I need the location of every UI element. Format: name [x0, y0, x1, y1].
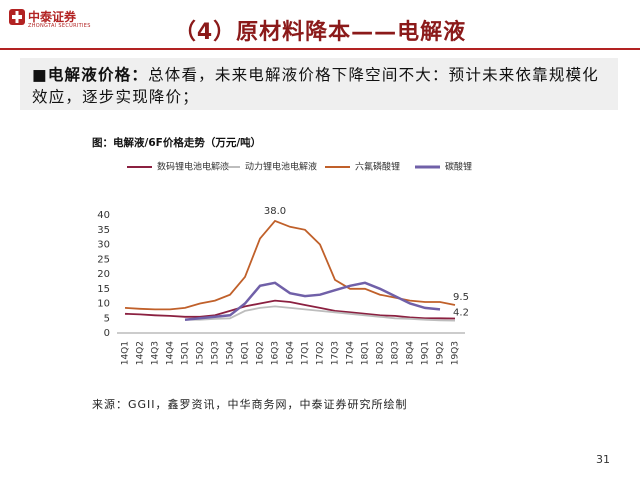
- series-line: [124, 219, 456, 311]
- page-number: 31: [596, 453, 610, 466]
- data-label: 38.0: [264, 206, 286, 217]
- y-tick-label: 35: [97, 225, 110, 236]
- x-tick-label: 17Q3: [331, 341, 341, 365]
- x-tick-label: 14Q2: [136, 341, 146, 365]
- x-tick-label: 18Q4: [406, 341, 416, 366]
- legend-label: 数码锂电池电解液: [157, 161, 229, 173]
- x-tick-label: 19Q2: [436, 341, 446, 365]
- x-tick-label: 18Q2: [376, 341, 386, 365]
- x-tick-label: 17Q1: [301, 341, 311, 365]
- chart-title: 图：电解液/6F价格走势（万元/吨）: [92, 136, 261, 149]
- x-tick-label: 17Q2: [316, 341, 326, 365]
- x-tick-label: 19Q3: [451, 341, 461, 365]
- summary-text: 总体看，未来电解液价格下降空间不大：预计未来依靠规模化效应，逐步实现降价；: [32, 66, 599, 106]
- x-tick-label: 16Q2: [256, 341, 266, 365]
- legend-label: 碳酸锂: [445, 161, 472, 173]
- x-tick-label: 18Q3: [391, 341, 401, 365]
- y-tick-label: 40: [97, 210, 110, 221]
- x-tick-label: 15Q2: [196, 341, 206, 365]
- series-line: [124, 299, 456, 320]
- legend-label: 动力锂电池电解液: [245, 161, 317, 173]
- slide-title: （4）原材料降本——电解液: [173, 20, 467, 45]
- x-tick-label: 16Q4: [286, 341, 296, 366]
- y-tick-label: 0: [104, 328, 110, 339]
- y-tick-label: 25: [97, 254, 110, 265]
- logo-text: 中泰证券: [28, 10, 77, 24]
- y-tick-label: 20: [97, 269, 110, 280]
- logo-subtext: ZHONGTAI SECURITIES: [28, 23, 91, 29]
- y-tick-label: 5: [104, 313, 110, 324]
- data-label: 9.5: [453, 292, 469, 303]
- x-tick-label: 19Q1: [421, 341, 431, 365]
- chart: 图：电解液/6F价格走势（万元/吨） 0 5 10 15 20 25 30 35 40 14Q1 1…: [92, 136, 472, 366]
- y-tick-label: 15: [97, 284, 110, 295]
- y-tick-label: 10: [97, 299, 110, 310]
- x-tick-label: 14Q4: [166, 341, 176, 366]
- header-rule: [0, 48, 640, 50]
- x-tick-label: 15Q1: [181, 341, 191, 365]
- data-label: 4.2: [453, 308, 469, 319]
- x-tick-label: 15Q4: [226, 341, 236, 366]
- x-tick-label: 14Q1: [121, 341, 131, 365]
- x-tick-label: 17Q4: [346, 341, 356, 366]
- summary-box: [20, 58, 618, 110]
- y-tick-label: 30: [97, 240, 110, 251]
- logo-icon: [9, 9, 25, 25]
- source: 来源：GGII，鑫罗资讯，中华商务网，中泰证券研究所绘制: [92, 398, 408, 411]
- x-tick-label: 18Q1: [361, 341, 371, 365]
- x-tick-label: 15Q3: [211, 341, 221, 365]
- series-line: [184, 281, 441, 321]
- summary-label: 电解液价格：: [47, 66, 149, 84]
- x-tick-label: 16Q3: [271, 341, 281, 365]
- legend-label: 六氟磷酸锂: [355, 161, 400, 173]
- x-tick-label: 16Q1: [241, 341, 251, 365]
- series-line: [185, 305, 456, 322]
- x-tick-label: 14Q3: [151, 341, 161, 365]
- summary: ■电解液价格：总体看，未来电解液价格下降空间不大：预计未来依靠规模化效应，逐步实…: [32, 66, 599, 106]
